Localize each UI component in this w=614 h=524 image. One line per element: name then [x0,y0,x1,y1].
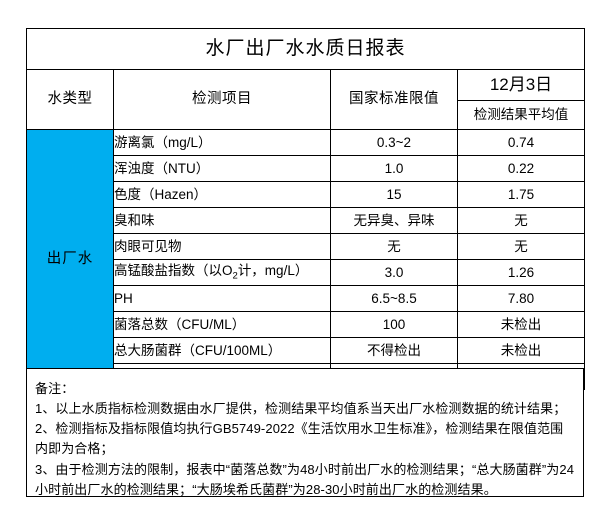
water-type-value: 出厂水 [26,129,114,390]
table-row: 臭和味 无异臭、异味 无 [27,207,586,234]
title-row: 水厂出厂水水质日报表 [25,28,586,70]
table-row: 高锰酸盐指数（以O2计，mg/L） 3.0 1.26 [27,259,586,286]
standard-value: 15 [330,181,458,208]
standard-value: 1.0 [330,155,458,182]
standard-value: 6.5~8.5 [330,285,458,312]
result-value: 7.80 [456,285,586,312]
table-row: 出厂水 游离氯（mg/L） 0.3~2 0.74 [26,129,586,390]
standard-value: 100 [330,311,458,338]
standard-value: 0.3~2 [330,129,458,156]
result-value: 无 [456,207,586,234]
remarks-line-3: 3、由于检测方法的限制，报表中“菌落总数”为48小时前出厂水的检测结果；“总大肠… [35,461,575,497]
table-row: 肉眼可见物 无 无 [27,233,586,260]
test-item-name: 高锰酸盐指数（以O2计，mg/L） [113,259,331,286]
standard-value: 不得检出 [330,337,458,364]
test-item-prefix: 高锰酸盐指数（以O [114,262,233,278]
remarks-line-1: 1、以上水质指标检测数据由水厂提供，检测结果平均值系当天出厂水检测数据的统计结果… [35,401,567,417]
header-row-primary: 水类型 检测项目 国家标准限值 12月3日 [26,69,586,130]
header-row-secondary: 检测结果平均值 [27,100,586,130]
test-item-name: 浑浊度（NTU） [113,155,331,182]
remarks-heading: 备注： [35,381,75,396]
result-value: 无 [456,233,586,260]
column-header-national-standard: 国家标准限值 [330,69,458,130]
test-item-name: 臭和味 [113,207,331,234]
column-header-date: 12月3日 [456,69,586,101]
result-value: 未检出 [456,311,586,338]
standard-value: 无异臭、异味 [330,207,458,234]
test-item-name: PH [113,285,331,312]
column-header-result-average: 检测结果平均值 [456,100,586,130]
test-item-subscript: 2 [232,270,238,282]
table-row: 浑浊度（NTU） 1.0 0.22 [27,155,586,182]
test-item-name: 色度（Hazen） [113,181,331,208]
water-quality-report-table: 水厂出厂水水质日报表 水类型 检测项目 国家标准限值 12月3日 检测结果平均值… [25,28,586,390]
test-item-name: 游离氯（mg/L） [113,129,331,156]
standard-value: 3.0 [330,259,458,286]
remarks-box: 备注： 1、以上水质指标检测数据由水厂提供，检测结果平均值系当天出厂水检测数据的… [26,368,584,497]
result-value: 1.75 [456,181,586,208]
result-value: 1.26 [456,259,586,286]
column-header-water-type: 水类型 [26,69,114,130]
result-value: 0.22 [456,155,586,182]
remarks-line-2: 2、检测指标及指标限值均执行GB5749-2022《生活饮用水卫生标准》，检测结… [35,421,564,457]
test-item-name: 总大肠菌群（CFU/100ML） [113,337,331,364]
table-row: 色度（Hazen） 15 1.75 [27,181,586,208]
test-item-name: 肉眼可见物 [113,233,331,260]
report-title: 水厂出厂水水质日报表 [25,28,586,70]
standard-value: 无 [330,233,458,260]
table-row: 菌落总数（CFU/ML） 100 未检出 [27,311,586,338]
test-item-name: 菌落总数（CFU/ML） [113,311,331,338]
result-value: 未检出 [456,337,586,364]
result-value: 0.74 [456,129,586,156]
table-row: PH 6.5~8.5 7.80 [27,285,586,312]
column-header-test-item: 检测项目 [113,69,331,130]
test-item-suffix: 计，mg/L） [237,262,309,278]
